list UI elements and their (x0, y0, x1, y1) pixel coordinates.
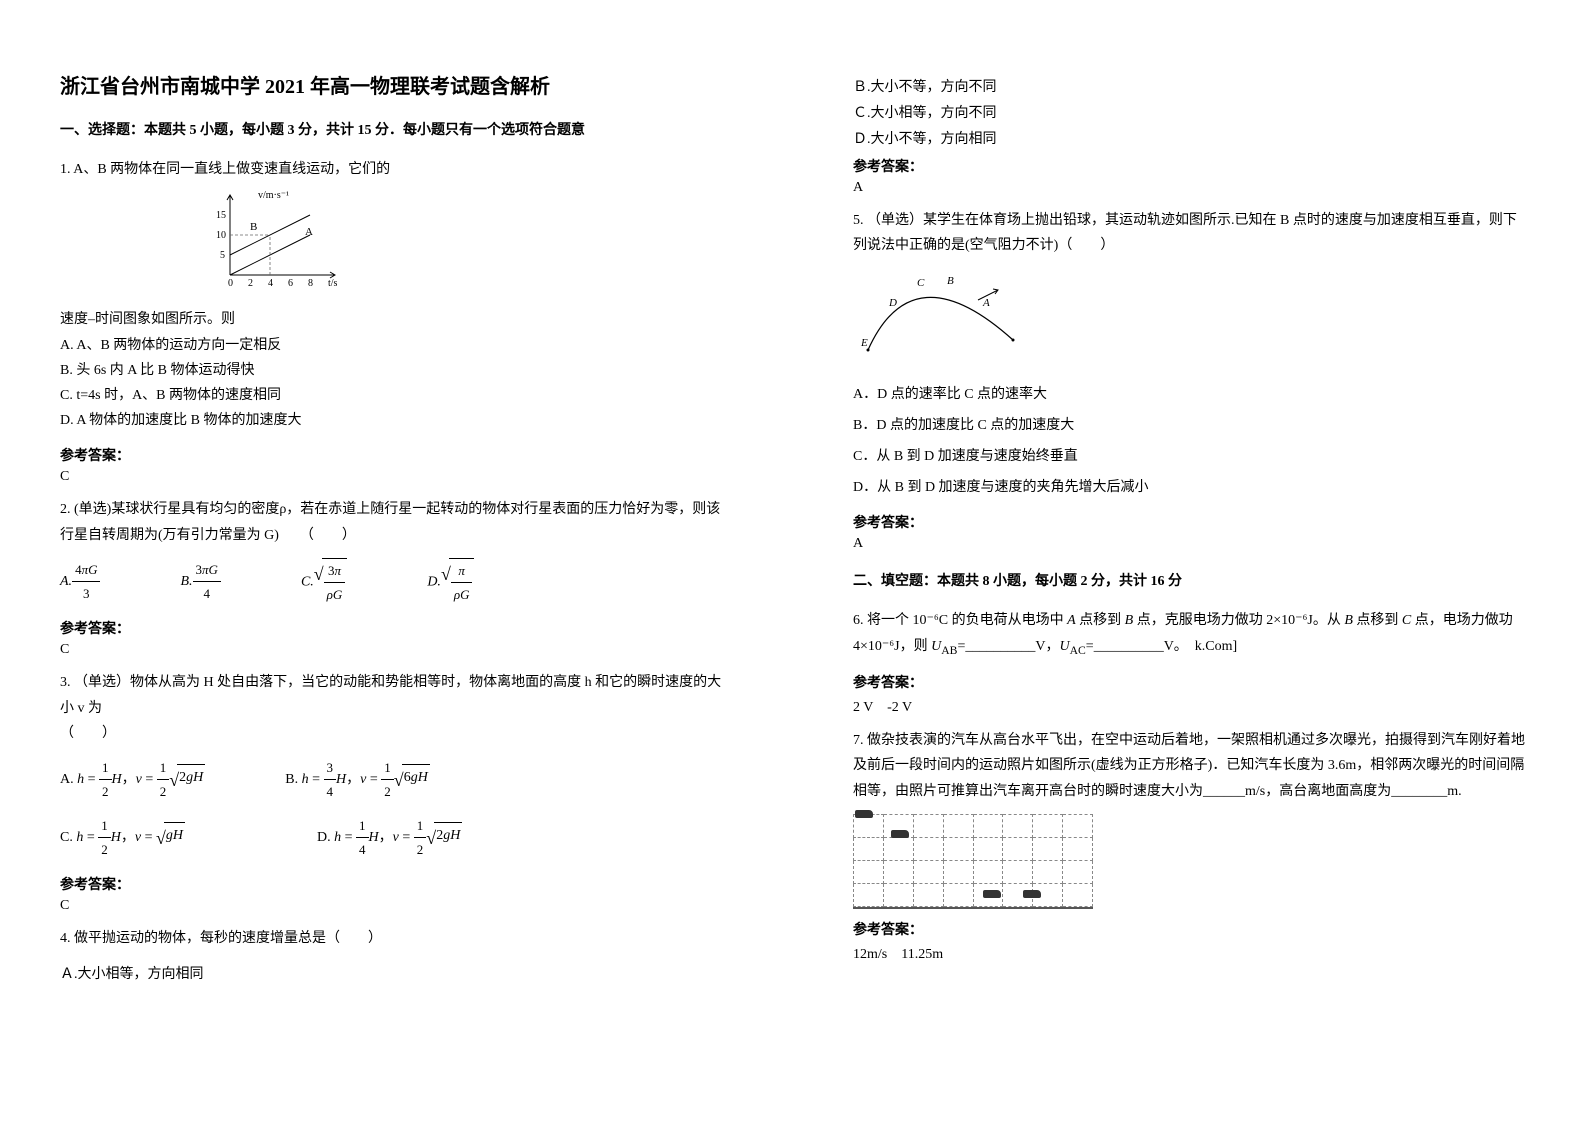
q2-opt-b: B.3πG4 (180, 558, 220, 607)
q1-stem-b: 速度–时间图象如图所示。则 (60, 307, 733, 332)
question-7: 7. 做杂技表演的汽车从高台水平飞出，在空中运动后着地，一架照相机通过多次曝光，… (853, 728, 1526, 907)
q2-opt-a: A.4πG3 (60, 558, 100, 607)
q6-pt-b2: B (1344, 613, 1353, 628)
q2-answer-label: 参考答案： (60, 618, 733, 638)
q6-eq2: =__________V。 k.Com] (1086, 639, 1237, 654)
q1-opt-a: A. A、B 两物体的运动方向一定相反 (60, 333, 733, 358)
q2-opt-d: D.√πρG (427, 558, 474, 607)
svg-text:A: A (982, 297, 990, 309)
q1-opt-c: C. t=4s 时，A、B 两物体的速度相同 (60, 383, 733, 408)
q6-a: 6. 将一个 10⁻⁶C 的负电荷从电场中 (853, 613, 1067, 628)
doc-title: 浙江省台州市南城中学 2021 年高一物理联考试题含解析 (60, 70, 733, 99)
page-left: 浙江省台州市南城中学 2021 年高一物理联考试题含解析 一、选择题：本题共 5… (0, 0, 793, 1053)
svg-text:v/m·s⁻¹: v/m·s⁻¹ (258, 190, 289, 201)
q2-answer: C (60, 642, 733, 658)
q1-vt-graph: 5 10 15 0 2 4 6 8 B A v/m·s⁻¹ t/s (210, 190, 733, 299)
q1-opt-b: B. 头 6s 内 A 比 B 物体运动得快 (60, 358, 733, 383)
svg-text:B: B (250, 221, 257, 233)
q5-opt-d: D．从 B 到 D 加速度与速度的夹角先增大后减小 (853, 475, 1526, 500)
q6-uab: U (931, 639, 941, 654)
q4-opt-a: Ａ.大小相等，方向相同 (60, 963, 733, 983)
q5-answer-label: 参考答案： (853, 512, 1526, 532)
section-1-heading: 一、选择题：本题共 5 小题，每小题 3 分，共计 15 分．每小题只有一个选项… (60, 119, 733, 139)
q5-answer: A (853, 536, 1526, 552)
q3-opt-c: C. h = 12H，v = √gH (60, 814, 185, 862)
q6-answer: 2 V -2 V (853, 696, 1526, 716)
q3-opt-a: A. h = 12H，v = 12√2gH (60, 756, 205, 804)
car-icon (855, 810, 873, 818)
q3-opt-d: D. h = 14H，v = 12√2gH (317, 814, 462, 862)
q5-opt-c: C．从 B 到 D 加速度与速度始终垂直 (853, 444, 1526, 469)
q4-opt-b: Ｂ.大小不等，方向不同 (853, 76, 1526, 96)
q7-grid (853, 814, 1093, 907)
q5-stem: 5. （单选）某学生在体育场上抛出铅球，其运动轨迹如图所示.已知在 B 点时的速… (853, 208, 1526, 258)
q7-grid-figure (853, 814, 1093, 907)
q5-opt-a: A．D 点的速率比 C 点的速率大 (853, 382, 1526, 407)
svg-text:15: 15 (216, 210, 226, 221)
svg-text:4: 4 (268, 278, 273, 289)
q2-opt-c: C.√3πρG (301, 558, 347, 607)
q4-answer: A (853, 180, 1526, 196)
section-2-heading: 二、填空题：本题共 8 小题，每小题 2 分，共计 16 分 (853, 570, 1526, 590)
q3-paren: （ ） (60, 721, 733, 746)
q3-stem: 3. （单选）物体从高为 H 处自由落下，当它的动能和势能相等时，物体离地面的高… (60, 670, 733, 720)
svg-text:C: C (917, 277, 925, 289)
q7-answer-label: 参考答案： (853, 919, 1526, 939)
svg-text:10: 10 (216, 230, 226, 241)
q6-pt-b: B (1125, 613, 1134, 628)
q7-answer: 12m/s 11.25m (853, 943, 1526, 963)
q4-opt-d: Ｄ.大小不等，方向相同 (853, 128, 1526, 148)
q6-m2: 点，克服电场力做功 2×10⁻⁶J。从 (1133, 613, 1344, 628)
q1-stem-a: 1. A、B 两物体在同一直线上做变速直线运动，它们的 (60, 157, 733, 182)
q6-m3: 点移到 (1353, 613, 1402, 628)
svg-text:2: 2 (248, 278, 253, 289)
q3-answer-label: 参考答案： (60, 874, 733, 894)
q1-answer-label: 参考答案： (60, 445, 733, 465)
svg-text:E: E (860, 337, 868, 349)
q6-pt-a: A (1067, 613, 1076, 628)
svg-text:6: 6 (288, 278, 293, 289)
q6-pt-c: C (1402, 613, 1411, 628)
q5-opt-b: B．D 点的加速度比 C 点的加速度大 (853, 413, 1526, 438)
q3-row-2: C. h = 12H，v = √gH D. h = 14H，v = 12√2gH (60, 814, 733, 862)
q3-opt-b: B. h = 34H，v = 12√6gH (285, 756, 430, 804)
page-right: Ｂ.大小不等，方向不同 Ｃ.大小相等，方向不同 Ｄ.大小不等，方向相同 参考答案… (793, 0, 1586, 1053)
q3-answer: C (60, 898, 733, 914)
car-icon (891, 830, 909, 838)
svg-text:D: D (888, 297, 897, 309)
q6-m1: 点移到 (1076, 613, 1125, 628)
q4-answer-label: 参考答案： (853, 156, 1526, 176)
q7-stem: 7. 做杂技表演的汽车从高台水平飞出，在空中运动后着地，一架照相机通过多次曝光，… (853, 728, 1526, 804)
q1-answer: C (60, 469, 733, 485)
q6-uac: U (1059, 639, 1069, 654)
q6-ab-sub: AB (941, 643, 957, 656)
car-icon (983, 890, 1001, 898)
question-2: 2. (单选)某球状行星具有均匀的密度ρ，若在赤道上随行星一起转动的物体对行星表… (60, 497, 733, 606)
q6-answer-label: 参考答案： (853, 672, 1526, 692)
svg-text:B: B (947, 275, 954, 287)
svg-text:5: 5 (220, 250, 225, 261)
q4-opt-c: Ｃ.大小相等，方向不同 (853, 102, 1526, 122)
q5-trajectory-diagram: E D C B A (853, 270, 1526, 369)
question-6: 6. 将一个 10⁻⁶C 的负电荷从电场中 A 点移到 B 点，克服电场力做功 … (853, 608, 1526, 660)
q1-opt-d: D. A 物体的加速度比 B 物体的加速度大 (60, 408, 733, 433)
question-3: 3. （单选）物体从高为 H 处自由落下，当它的动能和势能相等时，物体离地面的高… (60, 670, 733, 861)
q3-row-1: A. h = 12H，v = 12√2gH B. h = 34H，v = 12√… (60, 756, 733, 804)
car-icon (1023, 890, 1041, 898)
question-1: 1. A、B 两物体在同一直线上做变速直线运动，它们的 5 10 15 0 2 … (60, 157, 733, 433)
svg-text:0: 0 (228, 278, 233, 289)
question-4-stem: 4. 做平抛运动的物体，每秒的速度增量总是（ ） (60, 926, 733, 951)
question-5: 5. （单选）某学生在体育场上抛出铅球，其运动轨迹如图所示.已知在 B 点时的速… (853, 208, 1526, 500)
q6-ac-sub: AC (1070, 643, 1086, 656)
svg-text:8: 8 (308, 278, 313, 289)
svg-text:t/s: t/s (328, 278, 338, 289)
q2-options-row: A.4πG3 B.3πG4 C.√3πρG D.√πρG (60, 558, 733, 607)
svg-text:A: A (305, 226, 313, 238)
q2-stem: 2. (单选)某球状行星具有均匀的密度ρ，若在赤道上随行星一起转动的物体对行星表… (60, 497, 733, 547)
q6-eq1: =__________V， (957, 639, 1059, 654)
